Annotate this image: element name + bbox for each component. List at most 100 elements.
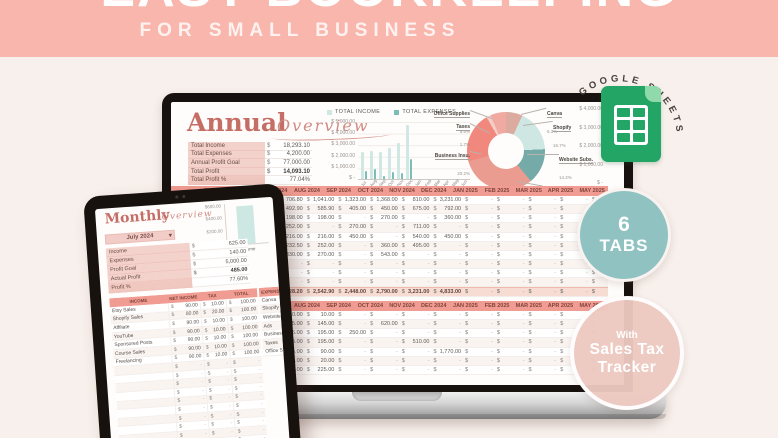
amount-cell: $- [463,339,495,345]
amount-cell: $- [431,312,463,318]
cell-amount: - [490,242,493,249]
amount-cell: $405.00 [336,206,368,212]
banner-title: EASY BOOKKEEPING [0,0,778,19]
currency-sign: $ [560,366,564,373]
cell-amount: - [490,224,493,231]
cell-amount: - [490,261,493,268]
bar [364,170,367,179]
currency-sign: $ [306,289,310,296]
currency-sign: $ [235,394,239,401]
currency-sign: $ [338,251,342,258]
cell-amount: - [554,357,557,364]
month-selector-dropdown[interactable]: July 2024 ▾ [104,229,176,245]
cell-amount: - [259,375,262,382]
currency-sign: $ [528,261,532,268]
monthly-income-table: INCOME NET INCOME TAX TOTAL Etsy Sales $9… [109,286,290,438]
amount-cell: $675.00 [400,206,432,212]
currency-sign: $ [496,289,500,296]
currency-sign: $ [267,159,271,166]
currency-sign: $ [370,357,374,364]
currency-sign: $ [496,339,500,346]
bar [397,142,400,179]
currency-sign: $ [174,363,179,370]
cell-amount: - [262,426,265,433]
tabs-count: 6 [618,213,630,236]
cell-amount: - [459,279,462,286]
cell-amount: - [228,394,231,401]
grid-cell [617,120,630,130]
banner: EASY BOOKKEEPING FOR SMALL BUSINESS [0,0,778,57]
cell-amount: - [364,357,367,364]
currency-sign: $ [178,415,182,422]
cell-amount: - [459,339,462,346]
currency-sign: $ [465,312,469,319]
amount-cell: $- [495,224,527,230]
month-header-cell: NOV 2024 [389,188,415,194]
cell-amount: 100.00 [240,306,257,314]
callout-name: Business Insu. [434,153,470,160]
cell-amount: - [332,270,335,277]
monthly-table-rows: Etsy Sales $90.00 $10.00 $100.00 Shopify Sal… [109,297,268,438]
currency-sign: $ [433,233,437,240]
bar-chart-plot [358,122,470,180]
currency-sign: $ [560,215,564,222]
amount-cell: $198.00 [305,215,337,221]
currency-sign: $ [370,215,374,222]
currency-sign: $ [206,352,210,360]
cell-amount: 232.50 [285,242,303,249]
amount-cell: $510.00 [400,339,432,345]
summary-row: Total Profit % 77.04% [188,176,312,185]
page-fold [645,86,661,102]
legend-label: TOTAL EXPENSES [402,109,457,115]
bar [391,172,395,179]
six-tabs-badge: 6 TABS [577,188,671,282]
cell-amount: - [230,420,233,427]
currency-sign: $ [208,378,212,385]
cell-amount: - [490,206,493,213]
cell-amount: - [364,279,367,286]
summary-label: Total Profit [188,167,265,177]
cell-amount: - [586,197,588,204]
amount-cell: $- [558,270,590,276]
amount-cell: $- [368,330,400,336]
currency-sign: $ [228,299,232,306]
summary-label: Annual Profit Goal [188,159,265,168]
currency-sign: $ [211,421,215,428]
currency-sign: $ [401,366,405,373]
donut-callout: Shopify 16.7% [553,116,572,152]
currency-sign: $ [338,279,342,286]
currency-sign: $ [496,270,500,277]
amount-cell: $- [495,321,527,327]
currency-sign: $ [433,279,437,286]
amount-cell: $- [590,270,608,276]
currency-sign: $ [177,406,182,413]
cell-amount: 510.00 [412,339,430,346]
amount-cell: $216.00 [305,234,337,240]
summary-row: Total Income $18,293.10 [188,142,312,151]
currency-sign: $ [560,197,564,204]
cell-amount: - [490,330,493,337]
bar [406,124,409,179]
cell-amount: 80.00 [185,310,199,318]
amount-cell: $252.00 [305,243,337,249]
cell-amount: - [258,366,261,373]
cell-amount: 2,448.00 [344,289,367,296]
cell-amount: 90.00 [320,348,335,355]
sheet-row: $-$-$-$-$-$-$-$-$-$-$- [171,278,608,288]
currency-sign: $ [465,289,469,296]
bar [361,151,364,179]
currency-sign: $ [560,206,564,213]
cell-amount: 225.00 [317,366,335,373]
cell-amount: - [490,270,493,277]
bar-group [406,124,413,179]
cell-amount: - [554,279,557,286]
amount-cell: $1,368.00 [368,197,400,203]
currency-sign: $ [370,289,374,296]
currency-sign: $ [528,206,532,213]
currency-sign: $ [433,251,437,258]
axis-tick-label: $ 3,000.00 [331,141,355,148]
currency-sign: $ [338,339,342,346]
currency-sign: $ [338,330,342,337]
month-header-cell: APR 2025 [547,188,574,194]
currency-sign: $ [370,197,374,204]
